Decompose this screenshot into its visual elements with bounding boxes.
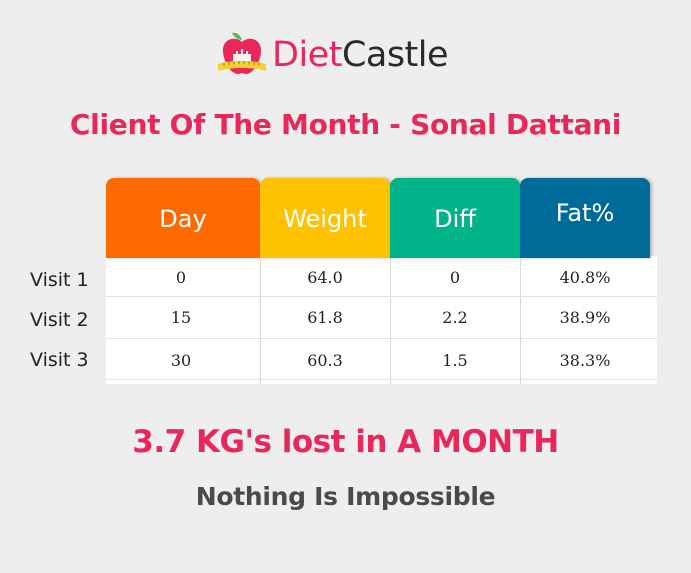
headline: Client Of The Month - Sonal Dattani (69, 108, 622, 141)
column-header-weight: Weight (260, 178, 390, 258)
table-cell-diff: 2.2 (442, 308, 468, 327)
table-body-background (106, 256, 657, 384)
tagline: Nothing Is Impossible (195, 482, 496, 511)
table-cell-day: 15 (170, 308, 192, 327)
column-header-day: Day (106, 178, 260, 258)
column-header-fat: Fat% (520, 178, 650, 258)
row-label-visit-3: Visit 3 (30, 349, 89, 371)
logo-text-diet: Diet (272, 35, 342, 75)
table-cell-weight: 60.3 (307, 351, 343, 370)
grid-divider (390, 258, 391, 384)
logo-text-castle: Castle (341, 35, 449, 75)
grid-divider (106, 296, 657, 297)
grid-divider (106, 379, 657, 380)
grid-divider (260, 258, 261, 384)
table-cell-day: 30 (170, 351, 192, 370)
grid-divider (520, 258, 521, 384)
column-header-label: Fat% (555, 199, 615, 227)
column-header-label: Day (159, 205, 207, 233)
table-grid: 0 64.0 0 40.8% 15 61.8 2.2 38.9% 30 60.3… (106, 258, 657, 384)
grid-divider (106, 338, 657, 339)
table-cell-fat: 40.8% (559, 268, 611, 287)
row-label-visit-1: Visit 1 (30, 269, 89, 291)
table-cell-fat: 38.9% (559, 308, 611, 327)
column-header-label: Diff (434, 205, 476, 233)
column-header-diff: Diff (390, 178, 520, 258)
column-header-label: Weight (283, 205, 367, 233)
row-label-visit-2: Visit 2 (30, 309, 89, 331)
table-cell-fat: 38.3% (559, 351, 611, 370)
table-cell-weight: 64.0 (307, 268, 343, 287)
apple-castle-measuring-tape-icon (218, 32, 266, 74)
table-cell-diff: 1.5 (442, 351, 468, 370)
table-cell-diff: 0 (449, 268, 461, 287)
result-headline: 3.7 KG's lost in A MONTH (132, 424, 559, 460)
progress-table: Day Weight Diff Fat% 0 64.0 0 40.8% 15 6… (106, 178, 657, 384)
table-cell-day: 0 (175, 268, 187, 287)
table-cell-weight: 61.8 (307, 308, 343, 327)
logo: DietCastle (216, 30, 449, 82)
logo-wordmark: DietCastle (272, 35, 449, 75)
